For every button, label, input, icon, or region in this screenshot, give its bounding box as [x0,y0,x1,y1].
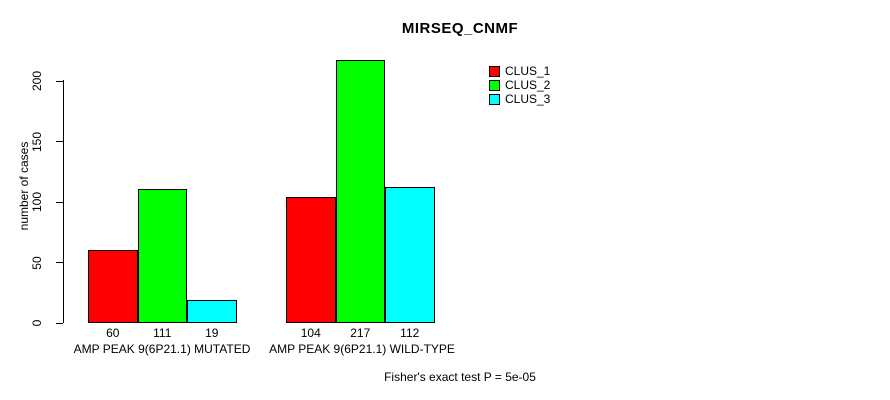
bar-clus_1-group-0 [88,250,138,323]
bar-value-clus_2-group-0: 111 [153,326,172,340]
y-tick-label-100: 100 [30,191,44,213]
bar-value-clus_3-group-1: 112 [400,326,420,340]
y-tick-label-0: 0 [30,319,44,327]
legend-label-clus-3: CLUS_3 [505,92,551,106]
y-tick-50 [56,262,63,263]
y-tick-150 [56,141,63,142]
y-tick-label-150: 150 [30,131,44,152]
bar-value-clus_1-group-0: 60 [106,326,120,340]
y-tick-100 [56,201,63,203]
bar-value-clus_1-group-1: 104 [300,326,321,340]
bar-clus_1-group-1 [286,197,336,323]
bar-clus_3-group-1 [385,187,435,323]
bar-clus_2-group-1 [335,60,385,323]
y-tick-label-50: 50 [30,255,44,270]
bar-clus_2-group-0 [137,188,187,323]
legend-swatch-clus-3-icon [489,93,500,105]
legend: CLUS_1 CLUS_2 CLUS_3 [489,64,550,106]
legend-swatch-clus-1-icon [489,65,500,77]
legend-item-clus-2: CLUS_2 [489,78,550,92]
group-label-wildtype: AMP PEAK 9(6P21.1) WILD-TYPE [269,342,455,356]
y-tick-label-200: 200 [30,70,44,92]
y-tick-200 [56,80,63,82]
annotation-text: Fisher's exact test P = 5e-05 [384,370,536,384]
legend-label-clus-1: CLUS_1 [505,64,551,78]
legend-item-clus-1: CLUS_1 [489,64,550,78]
y-axis-line [63,80,64,323]
legend-item-clus-3: CLUS_3 [489,92,550,106]
y-tick-0 [56,322,63,324]
bar-value-clus_3-group-0: 19 [205,326,219,340]
chart-title: MIRSEQ_CNMF [401,20,519,37]
group-label-mutated: AMP PEAK 9(6P21.1) MUTATED [73,342,251,356]
legend-swatch-clus-2-icon [489,79,500,91]
legend-label-clus-2: CLUS_2 [505,78,551,92]
bar-value-clus_2-group-1: 217 [350,326,371,340]
bar-clus_3-group-0 [187,300,237,323]
